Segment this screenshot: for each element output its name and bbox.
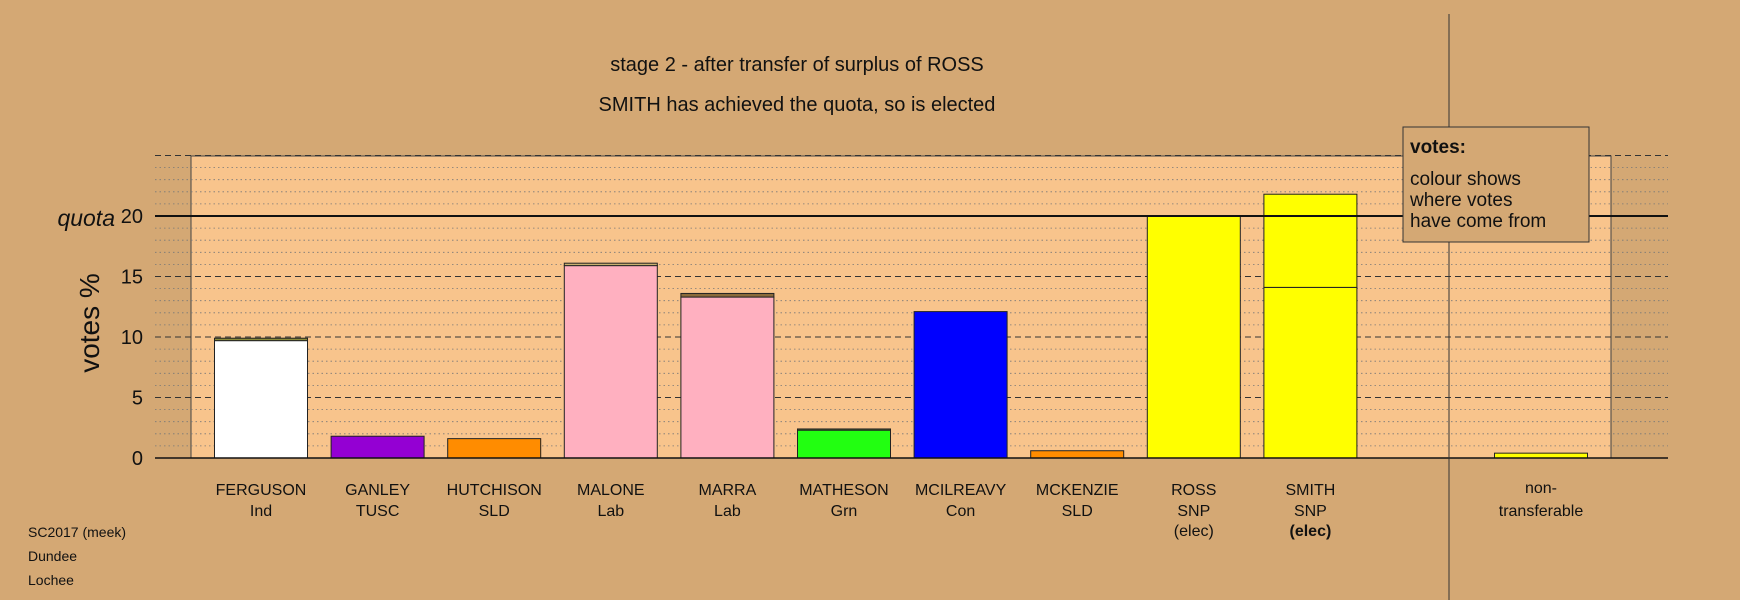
bar-ross-segment-0: [1146, 215, 1241, 459]
legend-box: votes: colour shows where votes have com…: [1402, 126, 1590, 243]
candidate-party-marra: Lab: [714, 503, 741, 520]
y-tick-label: 0: [132, 448, 143, 470]
candidate-party-hutchison: SLD: [479, 503, 510, 520]
bar-smith-segment-0: [1263, 286, 1358, 459]
bar-hutchison-segment-0: [447, 438, 542, 459]
bar-matheson-segment-0: [797, 429, 891, 459]
chart-title: stage 2 - after transfer of surplus of R…: [610, 54, 984, 76]
bar-malone-segment-1: [563, 262, 658, 267]
candidate-party-ross: SNP: [1177, 503, 1210, 520]
footer-line-2: Dundee: [28, 548, 77, 564]
footer-line-3: Lochee: [28, 572, 74, 588]
candidate-party-malone: Lab: [597, 503, 624, 520]
bar-marra-segment-1: [680, 292, 775, 298]
candidate-name-ross: ROSS: [1171, 482, 1216, 499]
legend-title: votes:: [1410, 137, 1466, 158]
y-tick-label: 20: [121, 206, 143, 228]
y-tick-label: 15: [121, 267, 143, 289]
bar-ferguson-segment-0: [214, 340, 308, 459]
candidate-status-smith: (elec): [1290, 523, 1332, 540]
candidate-name-marra: MARRA: [699, 482, 757, 499]
candidate-name-mcilreavy: MCILREAVY: [915, 482, 1007, 499]
legend-line-1: colour shows: [1410, 169, 1521, 190]
bar-mcilreavy-segment-0: [913, 311, 1008, 459]
candidate-name-matheson: MATHESON: [799, 482, 888, 499]
candidate-name-malone: MALONE: [577, 482, 645, 499]
candidate-name-ferguson: FERGUSON: [216, 482, 307, 499]
plot-area: [190, 155, 1612, 459]
candidate-name-ganley: GANLEY: [345, 482, 410, 499]
y-tick-label: 10: [121, 327, 143, 349]
candidate-party-matheson: Grn: [831, 503, 858, 520]
legend-line-2: where votes: [1409, 190, 1512, 211]
quota-label: quota: [57, 205, 115, 231]
bar-mckenzie-segment-0: [1030, 450, 1125, 459]
candidate-party-mcilreavy: Con: [946, 503, 975, 520]
candidate-name-hutchison: HUTCHISON: [447, 482, 542, 499]
candidate-party-smith: SNP: [1294, 503, 1327, 520]
candidate-name-mckenzie: MCKENZIE: [1036, 482, 1119, 499]
chart-subtitle: SMITH has achieved the quota, so is elec…: [599, 94, 996, 116]
bar-ferguson-segment-1: [214, 337, 308, 342]
candidate-status-ross: (elec): [1174, 523, 1214, 540]
bar-malone-segment-0: [563, 265, 658, 459]
bar-matheson-segment-1: [797, 428, 891, 431]
candidate-party-ganley: TUSC: [356, 503, 400, 520]
candidate-name-smith: SMITH: [1286, 482, 1336, 499]
footer-line-1: SC2017 (meek): [28, 524, 126, 540]
bar-marra-segment-0: [680, 296, 775, 459]
bar-ganley-segment-0: [330, 435, 425, 459]
nontransferable-label-1: non-: [1525, 480, 1557, 497]
y-axis-label: votes %: [74, 273, 105, 373]
legend-line-3: have come from: [1410, 211, 1546, 232]
y-tick-label: 5: [132, 388, 143, 410]
bar-smith-segment-1: [1263, 193, 1358, 288]
nontransferable-label-2: transferable: [1499, 503, 1584, 520]
candidate-party-ferguson: Ind: [250, 503, 272, 520]
candidate-party-mckenzie: SLD: [1062, 503, 1093, 520]
